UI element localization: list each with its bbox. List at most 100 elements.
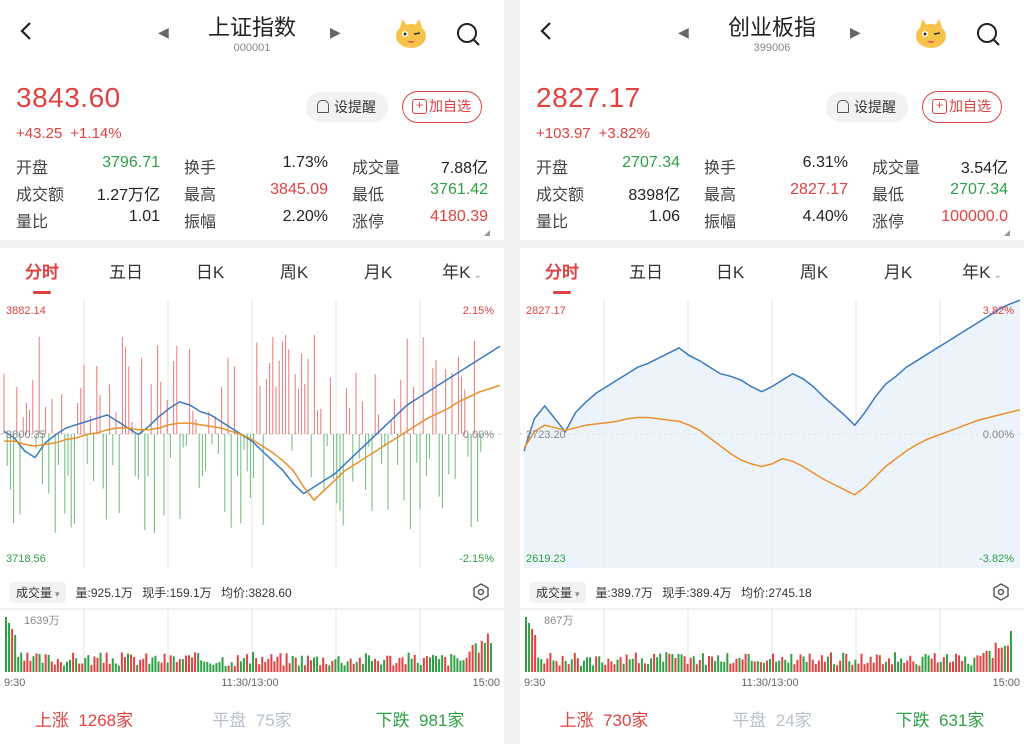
price-change: +103.97 +3.82% (536, 125, 658, 142)
stat-label: 量比 (16, 213, 49, 231)
avg-line (523, 409, 1021, 496)
axis-mid-left: 3800.35 (6, 429, 46, 441)
change-percent: +3.82% (598, 125, 650, 142)
axis-top-right: 2.15% (463, 305, 494, 317)
next-index-icon[interactable]: ▶ (850, 24, 861, 40)
stat-label: 最低 (872, 186, 905, 204)
stat-cell: 最高 2827.17 (704, 181, 872, 205)
chart-tabs: 分时 五日 日K 周K 月K 年K ⌄ (0, 256, 504, 296)
stat-value: 3761.42 (430, 180, 488, 198)
change-value: +43.25 (16, 125, 63, 142)
stat-cell: 成交量 7.88亿 (352, 154, 488, 178)
unchanged[interactable]: 平盘 24家 (732, 711, 812, 730)
time-start: 9:30 (524, 677, 545, 689)
page-title: 上证指数 (207, 15, 296, 40)
axis-bottom-left: 2619.23 (526, 553, 566, 565)
stats-grid: 开盘 2707.34 换手 6.31% 成交量 3.54亿 成交额 8398亿 最高 2827.1… (536, 152, 1008, 233)
tab-3[interactable]: 周K (799, 263, 829, 282)
volume-amount: 量:925.1万 (75, 585, 133, 600)
stat-value: 1.01 (128, 207, 160, 225)
next-index-icon[interactable]: ▶ (330, 24, 341, 40)
price-change: +43.25 +1.14% (16, 125, 130, 142)
volume-now: 现手:389.4万 (662, 585, 732, 600)
decliners[interactable]: 下跌 981家 (375, 711, 465, 730)
axis-mid-right: 0.00% (983, 429, 1014, 441)
tab-3[interactable]: 周K (279, 263, 309, 282)
stats-row: 开盘 3796.71 换手 1.73% 成交量 7.88亿 (16, 152, 488, 179)
stat-label: 量比 (536, 213, 569, 231)
prev-index-icon[interactable]: ◀ (158, 24, 169, 40)
stats-row: 成交额 8398亿 最高 2827.17 最低 2707.34 (536, 179, 1008, 206)
stat-label: 开盘 (536, 159, 569, 177)
stat-value: 6.31% (802, 153, 848, 171)
stat-label: 换手 (184, 159, 217, 177)
stat-label: 最低 (352, 186, 385, 204)
add-watchlist-button[interactable]: 加自选 (402, 91, 482, 123)
mascot-icon[interactable] (394, 17, 428, 49)
tab-5[interactable]: 年K ⌄ (442, 263, 482, 282)
add-watchlist-button[interactable]: 加自选 (922, 91, 1002, 123)
time-end: 15:00 (472, 677, 500, 689)
price-line (3, 345, 501, 495)
volume-selector[interactable]: 成交量 ▾ (10, 581, 66, 603)
settings-icon[interactable] (992, 583, 1010, 601)
volume-bar-header: 成交量 ▾ 量:925.1万 现手:159.1万 均价:3828.60 (0, 578, 504, 606)
divider (0, 240, 504, 248)
axis-bottom-right: -3.82% (979, 553, 1014, 565)
volume-avg-price: 均价:2745.18 (740, 585, 812, 600)
back-arrow-icon[interactable] (16, 20, 38, 42)
tab-2[interactable]: 日K (715, 263, 745, 282)
axis-top-left: 2827.17 (526, 305, 566, 317)
settings-icon[interactable] (472, 583, 490, 601)
time-mid: 11:30/13:00 (221, 677, 278, 689)
decliners[interactable]: 下跌 631家 (895, 711, 985, 730)
volume-chart: 867万 9:30 11:30/13:00 15:00 (520, 608, 1024, 689)
market-breadth: 上涨 1268家 平盘 75家 下跌 981家 (0, 706, 504, 736)
index-code: 000001 (233, 42, 271, 54)
tab-4[interactable]: 月K (363, 263, 393, 282)
index-code: 399006 (753, 42, 791, 54)
stat-cell: 振幅 2.20% (184, 208, 352, 232)
axis-mid-right: 0.00% (463, 429, 494, 441)
mascot-icon[interactable] (914, 17, 948, 49)
panel-gap (504, 0, 520, 744)
stat-value: 3.54亿 (960, 159, 1008, 177)
search-icon[interactable] (454, 20, 482, 48)
stat-cell: 换手 6.31% (704, 154, 872, 178)
tab-0[interactable]: 分时 (0, 256, 84, 296)
stat-cell: 成交额 1.27万亿 (16, 181, 184, 205)
set-alert-button[interactable]: 设提醒 (826, 92, 908, 122)
expand-corner-icon[interactable] (484, 230, 490, 236)
axis-mid-left: 2723.20 (526, 429, 566, 441)
back-arrow-icon[interactable] (536, 20, 558, 42)
stat-label: 最高 (704, 186, 737, 204)
volume-selector[interactable]: 成交量 ▾ (530, 581, 586, 603)
axis-bottom-right: -2.15% (459, 553, 494, 565)
time-start: 9:30 (4, 677, 25, 689)
stats-grid: 开盘 3796.71 换手 1.73% 成交量 7.88亿 成交额 1.27万亿 最高 3845.… (16, 152, 488, 233)
tab-1[interactable]: 五日 (109, 263, 143, 282)
stat-cell: 开盘 3796.71 (16, 154, 184, 178)
volume-max-label: 867万 (544, 615, 573, 627)
stat-label: 成交额 (536, 186, 585, 204)
tab-5[interactable]: 年K ⌄ (962, 263, 1002, 282)
prev-index-icon[interactable]: ◀ (678, 24, 689, 40)
stat-label: 开盘 (16, 159, 49, 177)
expand-corner-icon[interactable] (1004, 230, 1010, 236)
change-value: +103.97 (536, 125, 591, 142)
stat-label: 最高 (184, 186, 217, 204)
advancers[interactable]: 上涨 730家 (559, 711, 649, 730)
search-icon[interactable] (974, 20, 1002, 48)
tab-1[interactable]: 五日 (629, 263, 663, 282)
advancers[interactable]: 上涨 1268家 (34, 711, 134, 730)
stat-value: 8398亿 (628, 186, 680, 204)
volume-now: 现手:159.1万 (142, 585, 212, 600)
set-alert-button[interactable]: 设提醒 (306, 92, 388, 122)
stat-value: 2707.34 (950, 180, 1008, 198)
tab-2[interactable]: 日K (195, 263, 225, 282)
tab-0[interactable]: 分时 (520, 256, 604, 296)
avg-line (4, 384, 501, 502)
tab-4[interactable]: 月K (883, 263, 913, 282)
stat-label: 换手 (704, 159, 737, 177)
unchanged[interactable]: 平盘 75家 (212, 711, 292, 730)
